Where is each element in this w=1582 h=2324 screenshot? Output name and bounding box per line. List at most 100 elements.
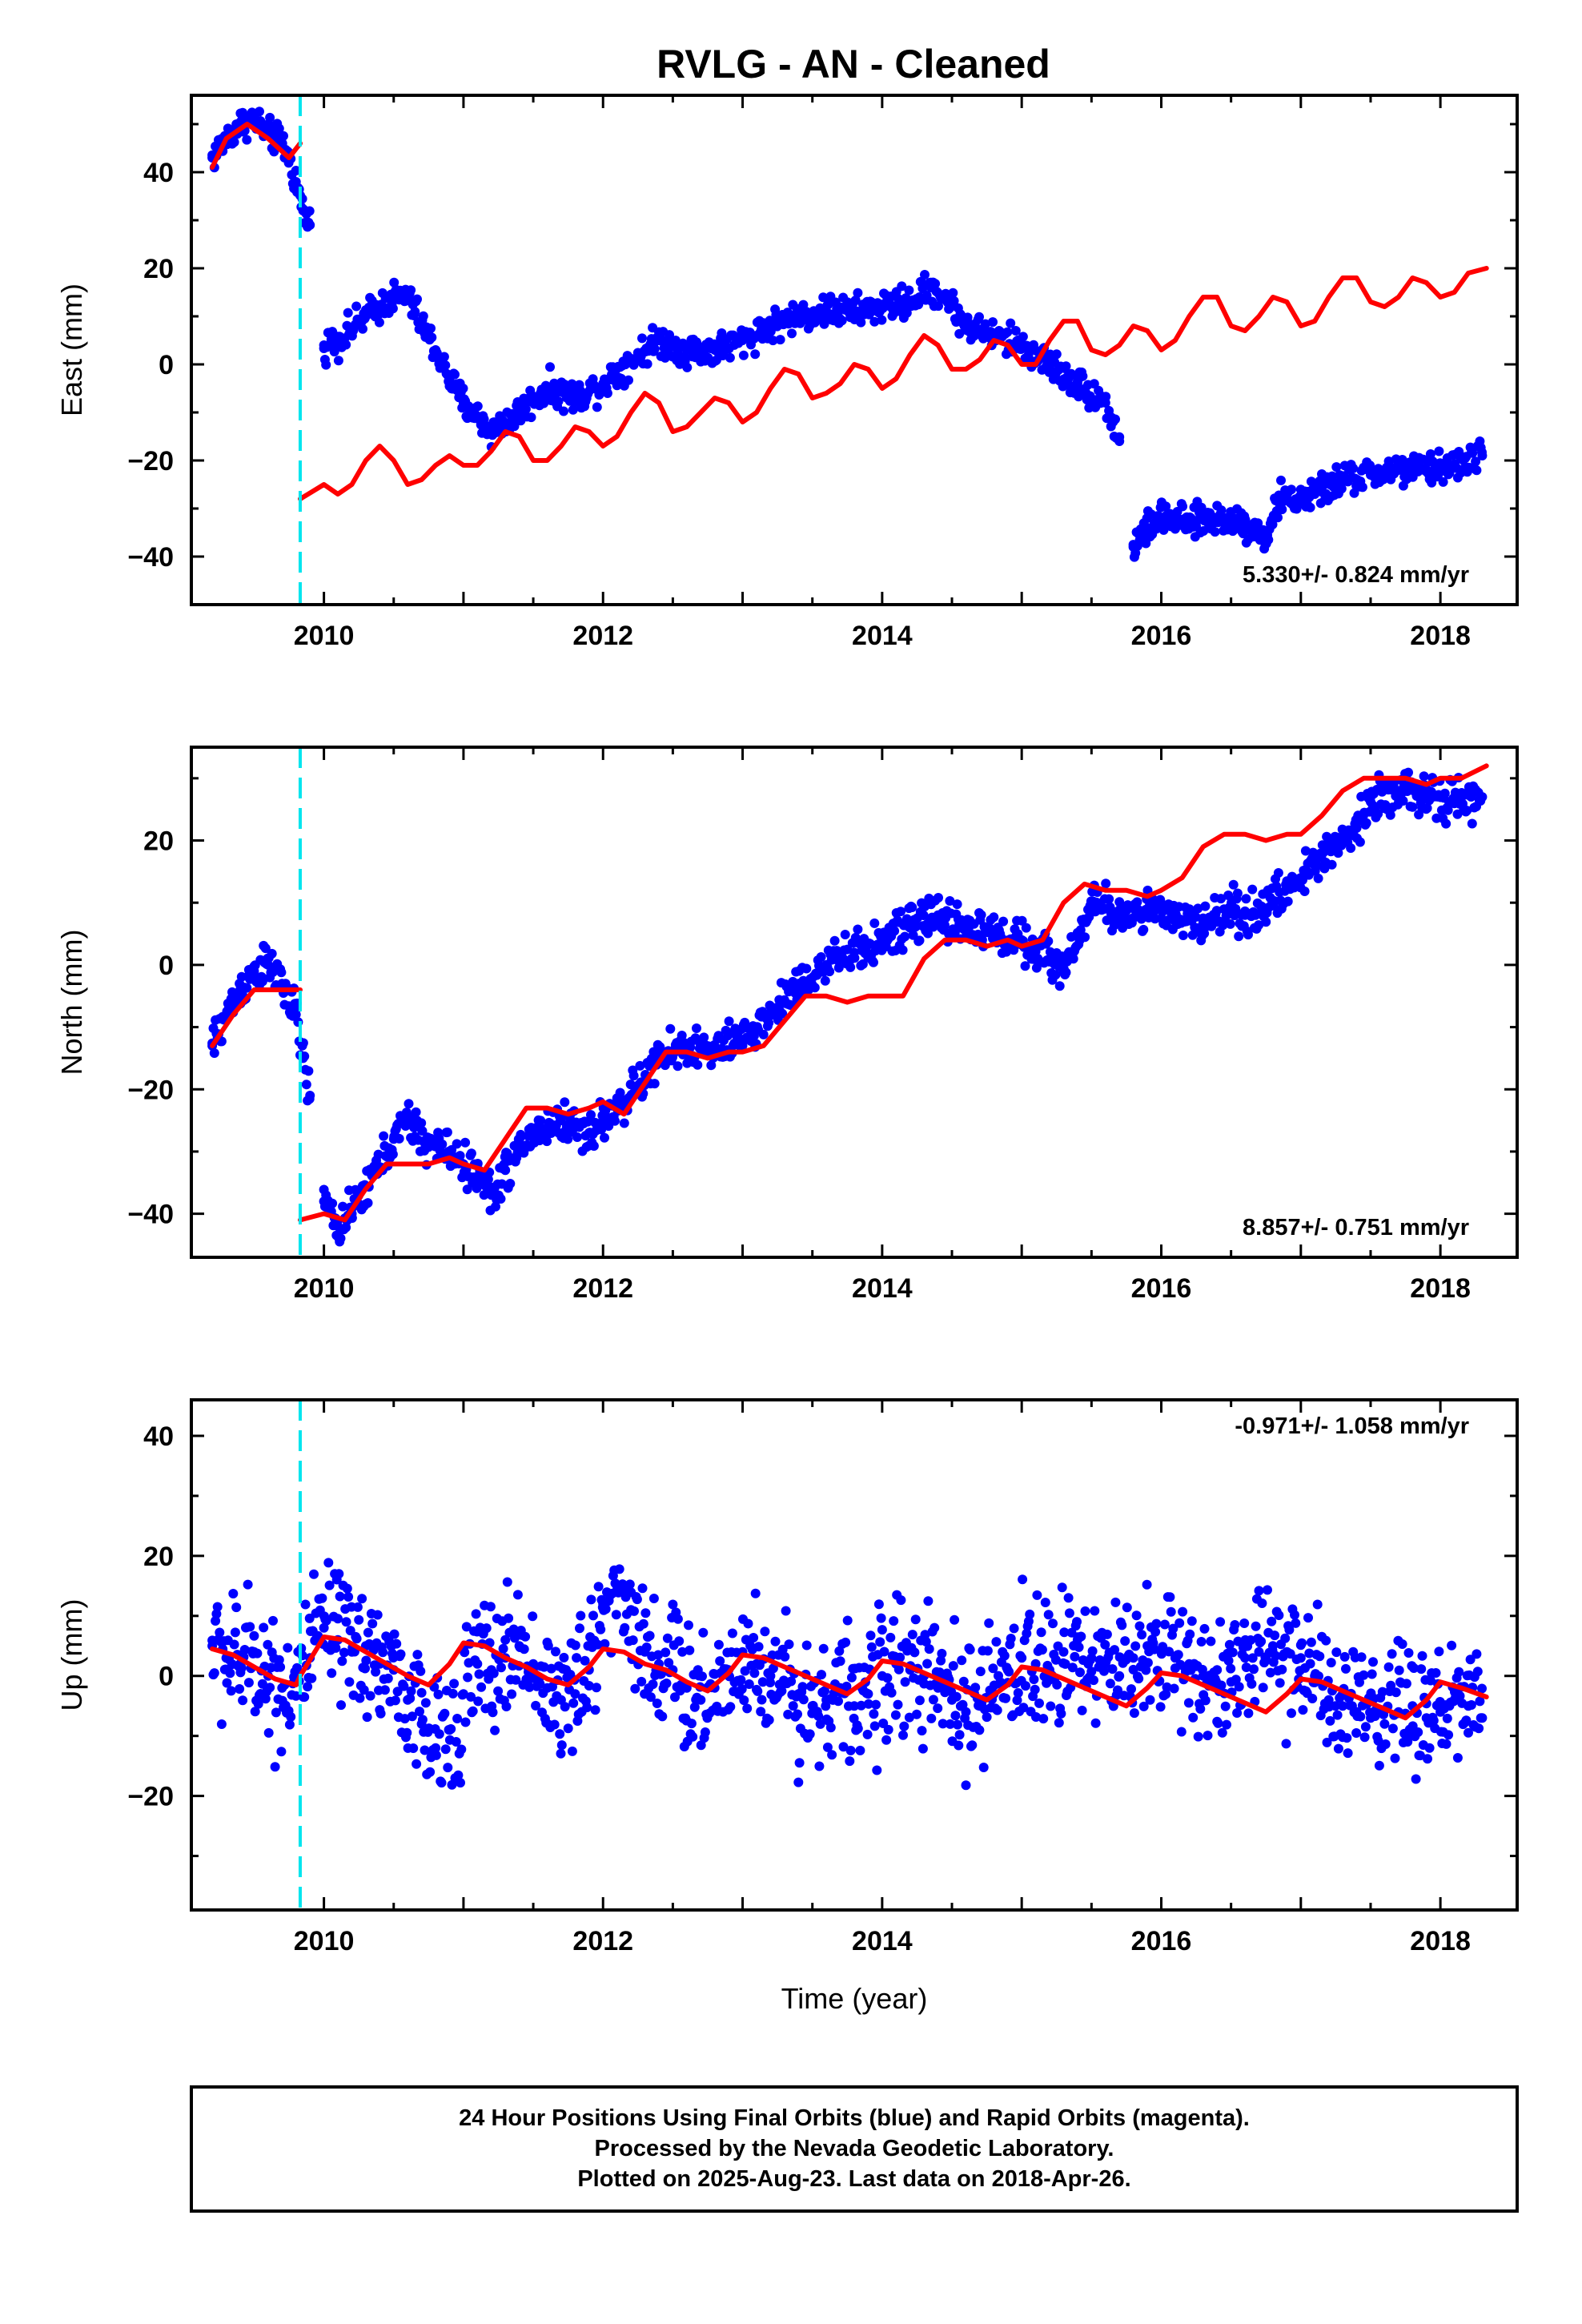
up-data-point <box>549 1719 560 1730</box>
north-data-point <box>1419 771 1429 782</box>
up-data-point <box>645 1692 656 1703</box>
north-data-point <box>542 1136 552 1147</box>
up-data-point <box>292 1663 302 1673</box>
up-x-tick-label: 2012 <box>572 1926 633 1956</box>
east-data-point <box>775 335 785 345</box>
up-data-point <box>572 1653 582 1663</box>
north-data-point <box>1385 810 1395 820</box>
up-data-point <box>965 1645 975 1655</box>
east-data-points <box>207 107 1488 562</box>
up-data-point <box>984 1618 994 1628</box>
up-data-point <box>1464 1727 1473 1738</box>
up-data-point <box>524 1682 535 1692</box>
up-data-point <box>923 1596 934 1606</box>
up-data-point <box>476 1682 487 1692</box>
north-data-point <box>460 1137 471 1148</box>
up-data-point <box>853 1723 863 1734</box>
up-data-point <box>1059 1627 1070 1638</box>
north-data-point <box>1050 970 1061 980</box>
up-data-point <box>958 1676 969 1687</box>
up-data-point <box>1052 1679 1062 1690</box>
up-data-point <box>794 1758 805 1768</box>
up-data-point <box>1366 1713 1375 1723</box>
east-data-point <box>1287 485 1296 495</box>
north-data-point <box>877 935 887 945</box>
up-data-point <box>396 1649 406 1659</box>
north-data-point <box>1009 945 1019 955</box>
up-data-point <box>1213 1718 1223 1728</box>
east-data-point <box>1216 505 1227 516</box>
east-panel: 2010 2012 2014 2016 2018 −40 −20 0 20 40 East (mm)… <box>55 94 1519 651</box>
up-data-point <box>1401 1679 1411 1689</box>
up-data-point <box>1150 1626 1161 1637</box>
north-data-point <box>1346 843 1356 853</box>
up-data-point <box>362 1712 372 1723</box>
east-data-point <box>1045 360 1054 369</box>
up-data-point <box>416 1687 427 1698</box>
up-data-point <box>978 1763 989 1772</box>
north-model-line <box>210 987 303 1048</box>
up-data-point <box>211 1609 222 1619</box>
up-data-point <box>434 1729 444 1739</box>
up-data-point <box>630 1683 640 1694</box>
north-data-point <box>1191 912 1201 922</box>
up-data-point <box>954 1730 965 1740</box>
up-data-point <box>268 1615 278 1626</box>
up-data-point <box>644 1630 655 1641</box>
up-data-point <box>1290 1610 1299 1620</box>
up-data-point <box>1067 1663 1078 1673</box>
up-data-point <box>528 1659 539 1669</box>
north-data-point <box>416 1118 427 1128</box>
up-data-point <box>938 1719 948 1729</box>
up-data-point <box>638 1618 648 1629</box>
up-data-point <box>886 1687 897 1698</box>
up-data-point <box>391 1638 402 1649</box>
note-line-2: Processed by the Nevada Geodetic Laborat… <box>595 2136 1114 2161</box>
north-data-point <box>1017 935 1027 945</box>
north-data-point <box>1373 809 1383 819</box>
up-data-point <box>383 1673 393 1683</box>
up-data-point <box>452 1714 463 1723</box>
north-data-point <box>267 948 277 959</box>
north-data-point <box>1443 805 1453 815</box>
east-data-point <box>750 349 761 360</box>
north-data-point <box>483 1174 493 1184</box>
up-data-point <box>1417 1651 1427 1661</box>
up-data-point <box>502 1577 512 1587</box>
up-data-point <box>453 1770 464 1780</box>
up-data-point <box>226 1686 236 1696</box>
north-data-point <box>1273 868 1283 878</box>
up-data-point <box>1102 1629 1112 1639</box>
north-data-point <box>865 939 875 949</box>
up-data-point <box>542 1683 552 1693</box>
up-data-point <box>1100 1639 1110 1650</box>
up-x-tick-label: 2018 <box>1410 1926 1471 1956</box>
north-data-point <box>452 1139 462 1149</box>
north-data-point <box>901 914 912 924</box>
up-data-point <box>1037 1645 1047 1655</box>
north-data-point <box>1243 930 1253 940</box>
up-data-point <box>1129 1708 1139 1719</box>
east-data-point <box>709 345 720 355</box>
up-data-point <box>869 1721 880 1731</box>
up-data-point <box>863 1699 873 1709</box>
up-data-point <box>531 1700 541 1711</box>
up-data-point <box>975 1667 986 1677</box>
up-data-point <box>821 1695 832 1705</box>
north-data-point <box>411 1107 421 1117</box>
east-y-tick-label: −20 <box>127 446 174 476</box>
up-data-point <box>877 1671 887 1681</box>
east-data-point <box>793 312 804 321</box>
up-data-point <box>420 1698 431 1708</box>
north-data-point <box>706 1060 717 1071</box>
up-data-point <box>953 1719 962 1730</box>
up-data-point <box>582 1703 592 1713</box>
up-data-point <box>827 1750 837 1760</box>
up-data-point <box>1267 1616 1277 1626</box>
up-data-point <box>742 1703 753 1714</box>
up-data-point <box>1421 1713 1431 1723</box>
north-data-point <box>1234 931 1244 942</box>
up-y-axis-label: Up (mm) <box>55 1599 88 1711</box>
east-data-point <box>1240 518 1251 528</box>
up-data-point <box>265 1683 275 1693</box>
